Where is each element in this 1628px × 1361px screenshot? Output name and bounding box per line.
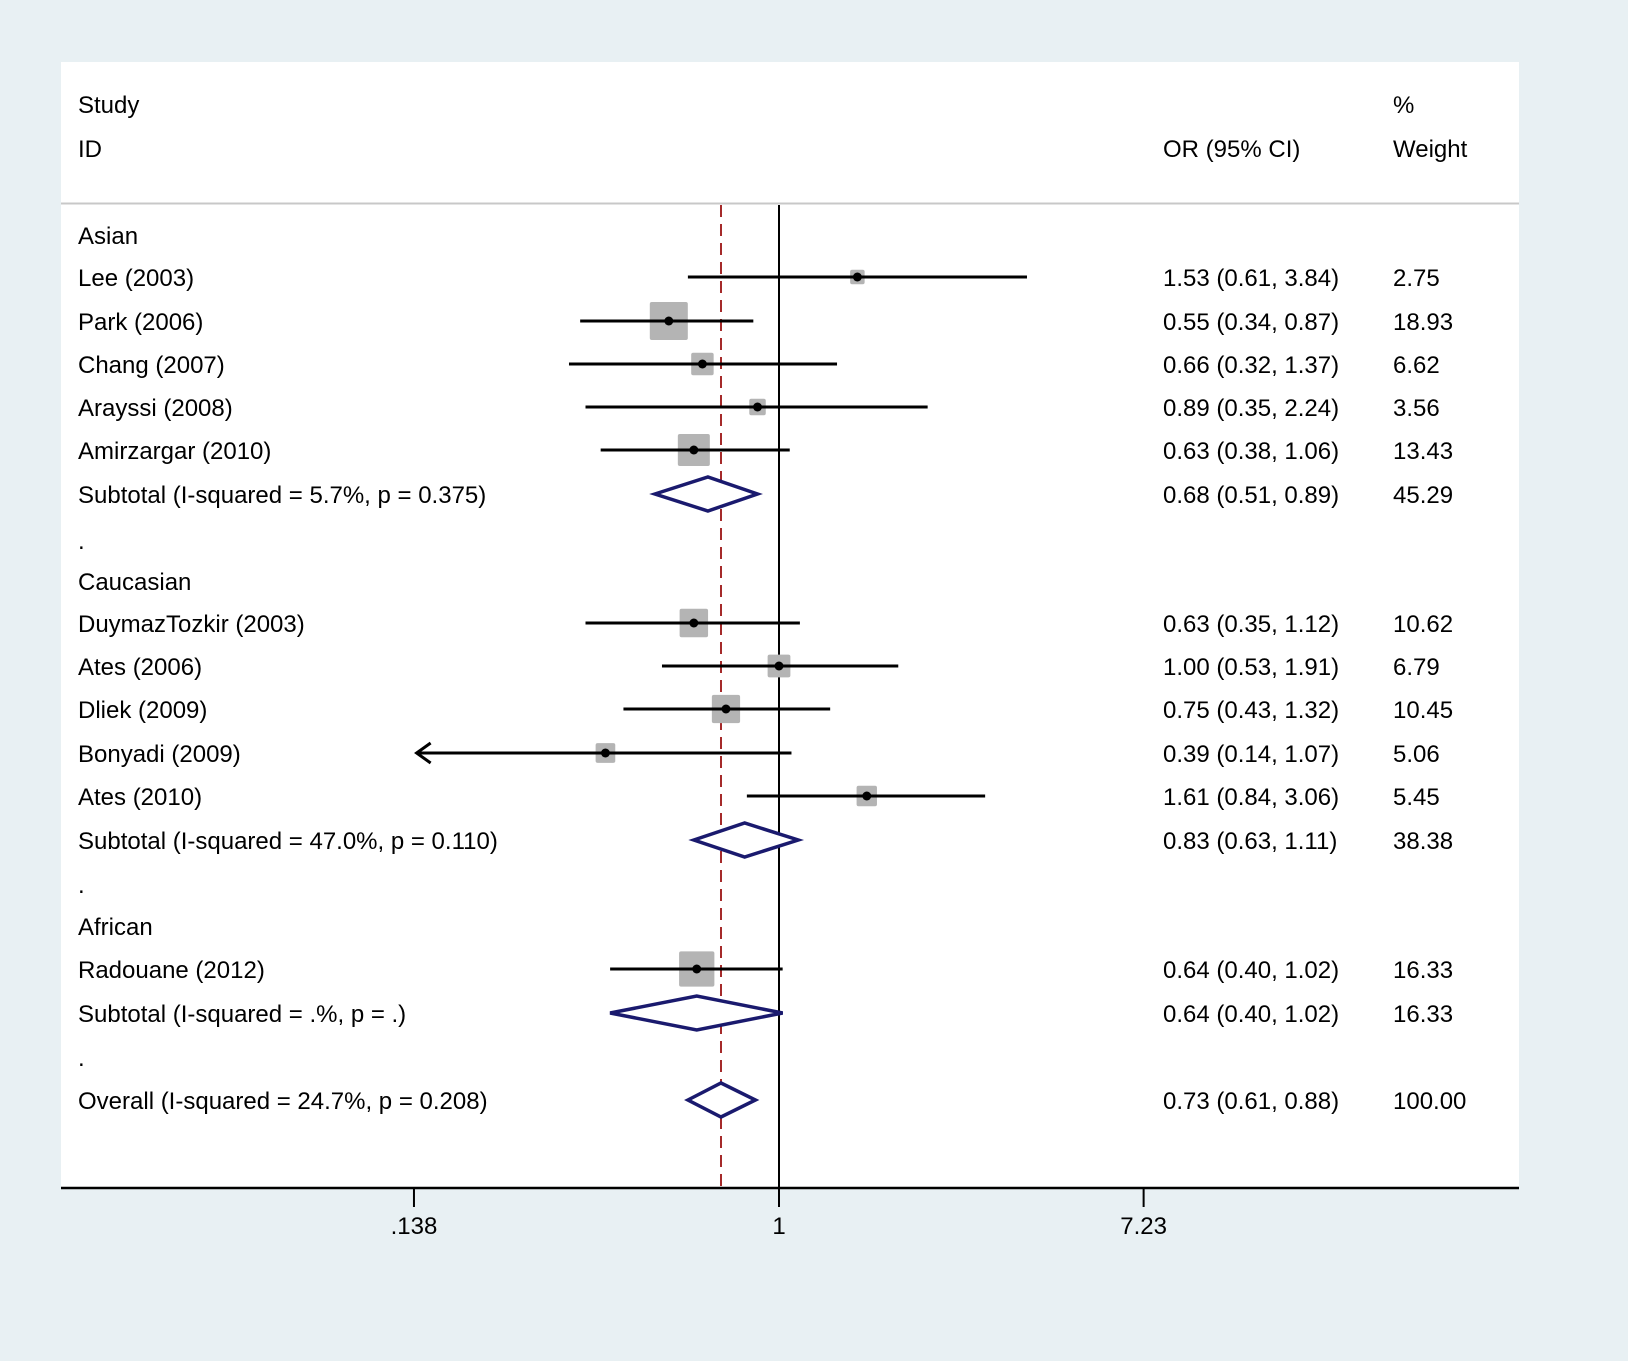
point-estimate xyxy=(600,748,610,758)
weight-value: 100.00 xyxy=(1393,1088,1466,1115)
study-label: Ates (2010) xyxy=(78,784,202,811)
spacer-dot: . xyxy=(78,872,85,899)
study-label: Dliek (2009) xyxy=(78,697,207,724)
overall-diamond xyxy=(684,1081,760,1119)
study-label: Amirzargar (2010) xyxy=(78,438,271,465)
weight-value: 16.33 xyxy=(1393,957,1453,984)
study-label: Subtotal (I-squared = 5.7%, p = 0.375) xyxy=(78,482,486,509)
subgroup-label: Asian xyxy=(78,223,138,250)
study-label: Overall (I-squared = 24.7%, p = 0.208) xyxy=(78,1088,488,1115)
subtotal-diamond xyxy=(609,994,783,1032)
subgroup-label: African xyxy=(78,914,153,941)
spacer-dot: . xyxy=(78,528,85,555)
subtotal-diamond xyxy=(649,475,763,513)
study-label: DuymazTozkir (2003) xyxy=(78,611,305,638)
header-id: ID xyxy=(78,136,102,163)
weight-value: 6.79 xyxy=(1393,654,1440,681)
weight-value: 10.45 xyxy=(1393,697,1453,724)
subtotal-diamond xyxy=(688,821,805,859)
weight-value: 18.93 xyxy=(1393,309,1453,336)
or-ci-value: 0.55 (0.34, 0.87) xyxy=(1163,309,1339,336)
or-ci-value: 0.63 (0.35, 1.12) xyxy=(1163,611,1339,638)
study-label: Radouane (2012) xyxy=(78,957,265,984)
study-label: Subtotal (I-squared = 47.0%, p = 0.110) xyxy=(78,828,498,855)
x-axis: .138 1 7.23 xyxy=(61,1186,1519,1240)
point-estimate xyxy=(664,316,674,326)
point-estimate xyxy=(697,359,707,369)
row-labels: Asian Lee (2003) 1.53 (0.61, 3.84) 2.75 Park… xyxy=(78,223,1466,1115)
or-ci-value: 1.61 (0.84, 3.06) xyxy=(1163,784,1339,811)
arrow-left-icon xyxy=(414,741,432,765)
or-ci-value: 0.64 (0.40, 1.02) xyxy=(1163,957,1339,984)
subgroup-label: Caucasian xyxy=(78,569,191,596)
or-ci-value: 0.66 (0.32, 1.37) xyxy=(1163,352,1339,379)
weight-value: 13.43 xyxy=(1393,438,1453,465)
point-estimate xyxy=(774,661,784,671)
weight-value: 5.06 xyxy=(1393,741,1440,768)
or-ci-value: 0.64 (0.40, 1.02) xyxy=(1163,1001,1339,1028)
or-ci-value: 1.53 (0.61, 3.84) xyxy=(1163,265,1339,292)
point-estimate xyxy=(692,964,702,974)
or-ci-value: 1.00 (0.53, 1.91) xyxy=(1163,654,1339,681)
header-study: Study xyxy=(78,92,139,119)
or-ci-value: 0.75 (0.43, 1.32) xyxy=(1163,697,1339,724)
study-label: Lee (2003) xyxy=(78,265,194,292)
study-label: Arayssi (2008) xyxy=(78,395,233,422)
point-estimate xyxy=(862,791,872,801)
x-tick-label: .138 xyxy=(391,1213,438,1240)
plot-marks xyxy=(414,205,1027,1188)
or-ci-value: 0.83 (0.63, 1.11) xyxy=(1163,828,1337,855)
weight-value: 6.62 xyxy=(1393,352,1440,379)
weight-value: 10.62 xyxy=(1393,611,1453,638)
or-ci-value: 0.63 (0.38, 1.06) xyxy=(1163,438,1339,465)
study-label: Chang (2007) xyxy=(78,352,225,379)
study-label: Ates (2006) xyxy=(78,654,202,681)
point-estimate xyxy=(852,272,862,282)
x-tick-label: 7.23 xyxy=(1120,1213,1167,1240)
or-ci-value: 0.68 (0.51, 0.89) xyxy=(1163,482,1339,509)
study-label: Subtotal (I-squared = .%, p = .) xyxy=(78,1001,406,1028)
study-label: Park (2006) xyxy=(78,309,203,336)
x-tick-label: 1 xyxy=(772,1213,785,1240)
spacer-dot: . xyxy=(78,1045,85,1072)
weight-value: 2.75 xyxy=(1393,265,1440,292)
plot-panel xyxy=(61,62,1519,1188)
point-estimate xyxy=(721,704,731,714)
or-ci-value: 0.39 (0.14, 1.07) xyxy=(1163,741,1339,768)
point-estimate xyxy=(753,402,763,412)
weight-value: 5.45 xyxy=(1393,784,1440,811)
header-percent: % xyxy=(1393,92,1414,119)
header-or-ci: OR (95% CI) xyxy=(1163,136,1300,163)
weight-value: 38.38 xyxy=(1393,828,1453,855)
point-estimate xyxy=(689,445,699,455)
study-label: Bonyadi (2009) xyxy=(78,741,241,768)
or-ci-value: 0.89 (0.35, 2.24) xyxy=(1163,395,1339,422)
header-weight: Weight xyxy=(1393,136,1468,163)
point-estimate xyxy=(689,618,699,628)
weight-value: 3.56 xyxy=(1393,395,1440,422)
weight-value: 16.33 xyxy=(1393,1001,1453,1028)
or-ci-value: 0.73 (0.61, 0.88) xyxy=(1163,1088,1339,1115)
weight-value: 45.29 xyxy=(1393,482,1453,509)
